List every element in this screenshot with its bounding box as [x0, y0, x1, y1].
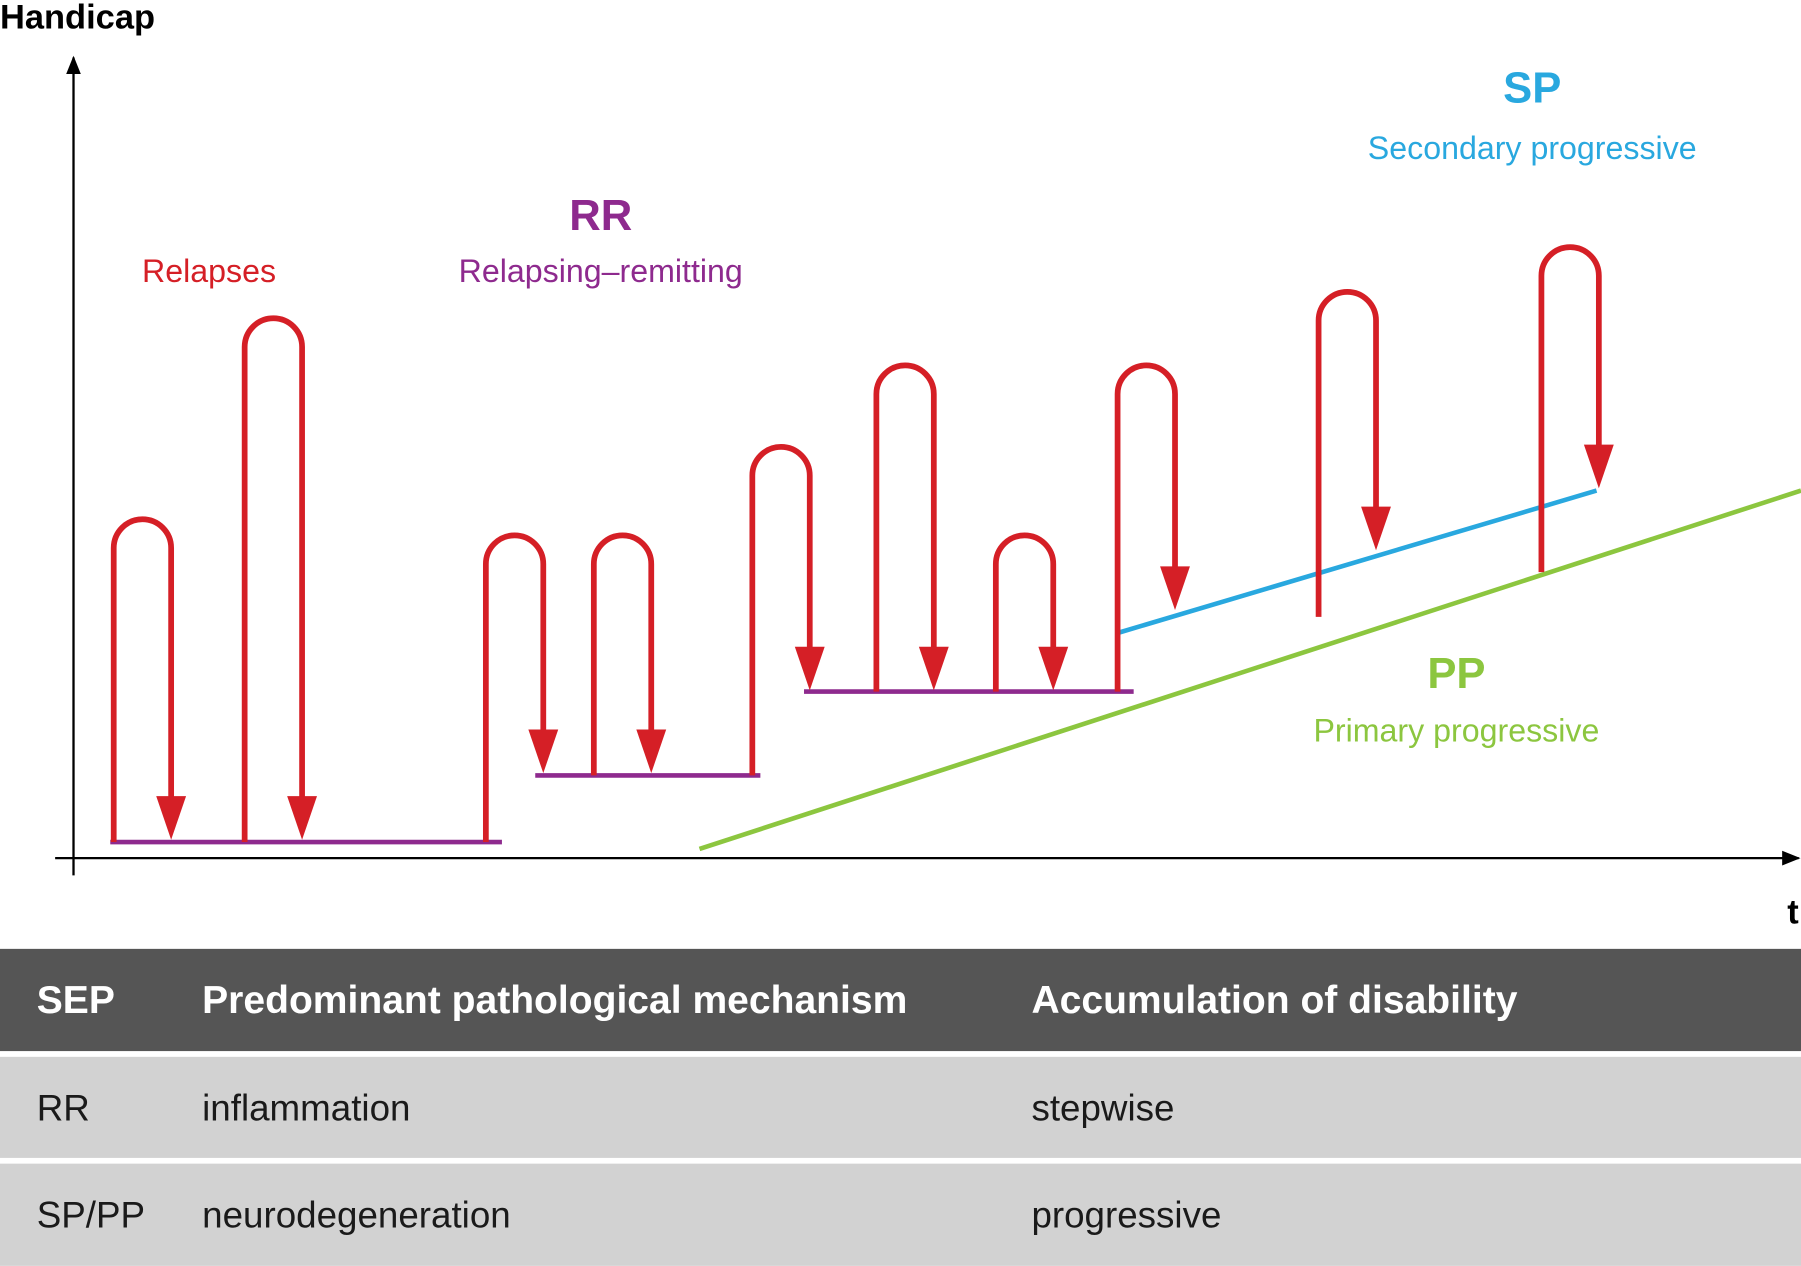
relapse-arrowhead: [1361, 506, 1391, 551]
relapse-arrowhead: [1160, 566, 1190, 611]
relapse-arrowhead: [156, 796, 187, 840]
relapse-arrowhead: [918, 646, 949, 691]
rr-abbr: RR: [569, 191, 632, 240]
relapse-arrowhead: [287, 796, 318, 840]
table-header-cell: SEP: [37, 979, 115, 1022]
table-header-bg: [0, 948, 1801, 1052]
relapse-arrowhead: [1583, 444, 1614, 489]
pp-name: Primary progressive: [1313, 712, 1599, 748]
relapse-loop: [1114, 362, 1178, 692]
table-cell: SP/PP: [37, 1194, 145, 1235]
y-axis-label: Handicap: [0, 0, 155, 37]
relapses-label: Relapses: [142, 253, 276, 289]
relapse-arrowhead: [636, 729, 667, 774]
rr-baselines: [110, 689, 1134, 845]
relapse-loop: [749, 444, 813, 776]
table-cell: neurodegeneration: [202, 1194, 511, 1235]
relapse-loop: [873, 362, 937, 692]
sp-abbr: SP: [1503, 63, 1561, 112]
rr-name: Relapsing–remitting: [459, 253, 743, 289]
sp-line: [1116, 488, 1598, 636]
relapse-loop: [590, 532, 655, 776]
x-axis-label: t: [1787, 894, 1799, 932]
pp-line: [698, 488, 1801, 852]
relapse-arrowhead: [528, 729, 559, 774]
relapse-loop: [1538, 244, 1602, 573]
table-header-cell: Predominant pathological mechanism: [202, 979, 907, 1022]
table-cell: RR: [37, 1088, 90, 1129]
table-header-cell: Accumulation of disability: [1031, 979, 1517, 1022]
table-cell: stepwise: [1031, 1088, 1174, 1129]
relapse-loop: [110, 516, 175, 843]
pp-abbr: PP: [1427, 649, 1485, 698]
relapse-arrowhead: [1038, 646, 1069, 691]
relapse-loops: [110, 244, 1614, 843]
relapse-arrowhead: [794, 646, 825, 691]
relapse-loop: [482, 532, 547, 843]
table-cell: inflammation: [202, 1088, 410, 1129]
table: SEP Predominant pathological mechanism Acc…: [37, 979, 1518, 1235]
relapse-loop: [241, 315, 305, 843]
table-cell: progressive: [1031, 1194, 1221, 1235]
relapse-loop: [1315, 289, 1379, 617]
sp-name: Secondary progressive: [1368, 130, 1697, 166]
relapse-loop: [992, 532, 1057, 692]
table-row-bg: [0, 1163, 1801, 1266]
table-row-bg: [0, 1056, 1801, 1158]
